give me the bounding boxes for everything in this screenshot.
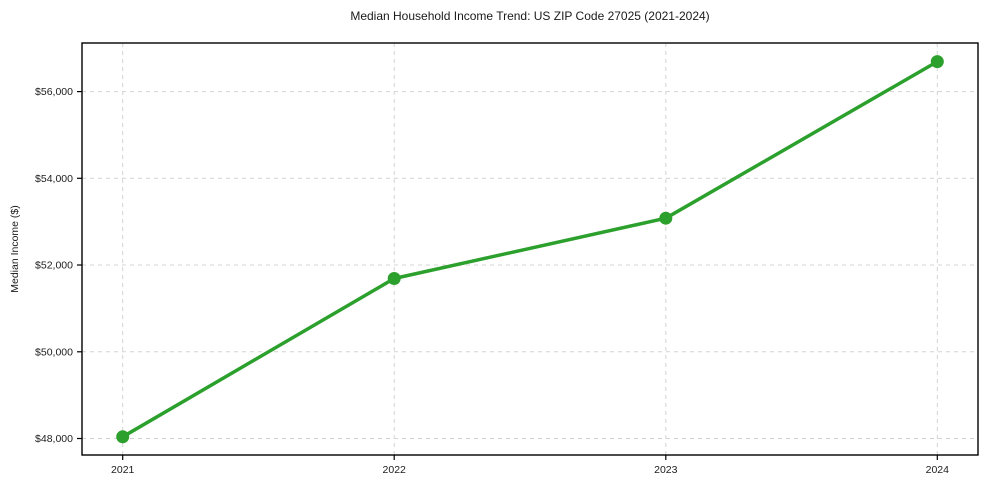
data-point bbox=[116, 430, 130, 444]
plot-frame bbox=[81, 42, 979, 456]
data-point bbox=[659, 211, 673, 225]
data-point bbox=[930, 55, 944, 69]
y-tick-label: $52,000 bbox=[35, 260, 73, 272]
y-tick-label: $48,000 bbox=[35, 433, 73, 445]
x-tick-label: 2024 bbox=[926, 464, 950, 476]
y-tick-label: $54,000 bbox=[35, 173, 73, 185]
y-tick-label: $50,000 bbox=[35, 346, 73, 358]
x-tick-label: 2021 bbox=[111, 464, 135, 476]
x-tick-label: 2022 bbox=[383, 464, 407, 476]
x-tick-label: 2023 bbox=[654, 464, 678, 476]
y-tick-label: $56,000 bbox=[35, 86, 73, 98]
data-point bbox=[387, 272, 401, 285]
data-line bbox=[120, 59, 940, 439]
chart-title: Median Household Income Trend: US ZIP Co… bbox=[350, 9, 710, 23]
